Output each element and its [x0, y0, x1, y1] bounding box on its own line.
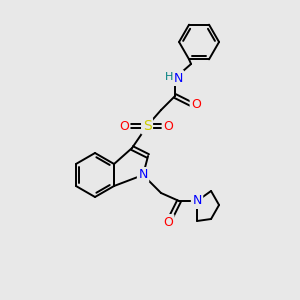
Text: O: O: [119, 119, 129, 133]
Text: O: O: [163, 215, 173, 229]
Text: O: O: [163, 119, 173, 133]
Text: N: N: [173, 71, 183, 85]
Text: S: S: [143, 119, 152, 133]
Text: N: N: [192, 194, 202, 208]
Text: N: N: [138, 169, 148, 182]
Text: H: H: [165, 72, 173, 82]
Text: O: O: [191, 98, 201, 110]
